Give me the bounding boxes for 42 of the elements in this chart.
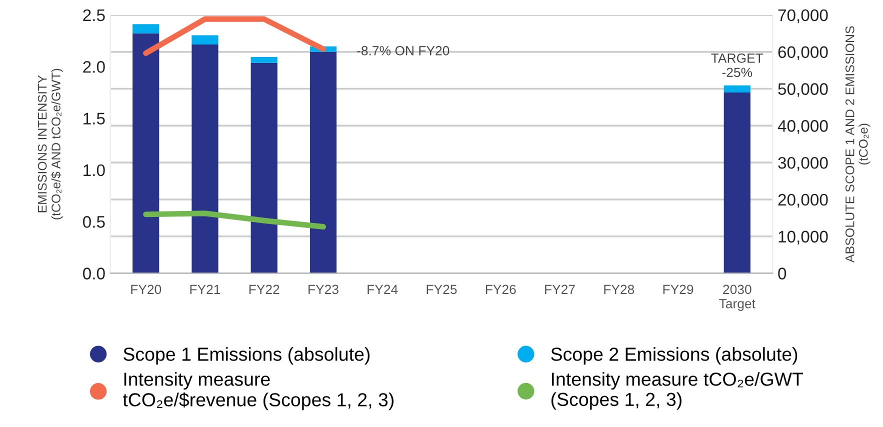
bar — [192, 44, 218, 274]
x-tick-label: FY22 — [249, 284, 280, 294]
bar — [250, 62, 278, 274]
y2-tick-label: 60,000 — [778, 46, 828, 60]
y-tick-label: 1.5 — [84, 112, 105, 124]
annotation: TARGET -25% — [711, 53, 764, 78]
x-tick-label: FY21 — [190, 284, 220, 294]
bar — [132, 24, 160, 34]
y-tick-label: 1.0 — [84, 164, 105, 176]
legend-label: Scope 2 Emissions (absolute) — [551, 347, 798, 365]
y-tick-label: 0.5 — [83, 216, 105, 228]
x-tick-label: 2030 Target — [719, 284, 756, 311]
x-tick-label: FY25 — [426, 284, 457, 294]
x-tick-label: FY29 — [663, 284, 694, 294]
bar — [310, 52, 337, 274]
legend-label: Intensity measure tCO₂e/$revenue (Scopes 1, 2, 3) — [122, 372, 394, 410]
y2-tick-label: 70,000 — [778, 9, 828, 24]
y-tick-label: 0.0 — [83, 268, 105, 280]
y-tick-label: 2.0 — [83, 61, 105, 73]
y2-tick-label: 50,000 — [778, 83, 828, 97]
x-tick-label: FY26 — [486, 284, 516, 294]
y2-tick-label: 40,000 — [778, 120, 828, 134]
bar — [724, 92, 750, 274]
x-tick-label: FY28 — [604, 284, 634, 294]
x-tick-label: FY23 — [308, 284, 338, 294]
y-tick-label: 2.5 — [83, 9, 105, 22]
x-tick-label: FY27 — [545, 284, 575, 294]
x-tick-label: FY20 — [131, 284, 162, 294]
y-axis-title: EMISSIONS INTENSITY (tCO₂e/$ AND tCO₂e/GWT) — [38, 68, 63, 220]
bar — [192, 35, 218, 44]
bar — [724, 85, 750, 92]
y2-tick-label: 30,000 — [778, 156, 828, 171]
y2-axis-title: ABSOLUTE SCOPE 1 AND 2 EMISSIONS (tCO₂e) — [845, 26, 870, 263]
x-tick-label: FY24 — [368, 284, 398, 294]
y2-tick-label: 20,000 — [778, 194, 828, 208]
bar — [132, 33, 160, 274]
legend-label: Scope 1 Emissions (absolute) — [124, 347, 370, 365]
bar — [250, 57, 278, 63]
annotation: -8.7% ON FY20 — [357, 46, 450, 56]
y2-tick-label: 0 — [778, 268, 786, 280]
y2-tick-label: 10,000 — [778, 230, 828, 245]
legend-label: Intensity measure tCO₂e/GWT (Scopes 1, 2, 3) — [551, 372, 804, 410]
